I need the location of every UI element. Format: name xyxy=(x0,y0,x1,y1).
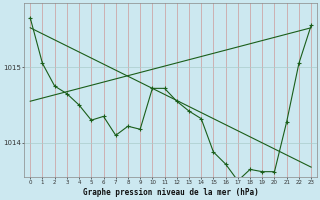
X-axis label: Graphe pression niveau de la mer (hPa): Graphe pression niveau de la mer (hPa) xyxy=(83,188,259,197)
